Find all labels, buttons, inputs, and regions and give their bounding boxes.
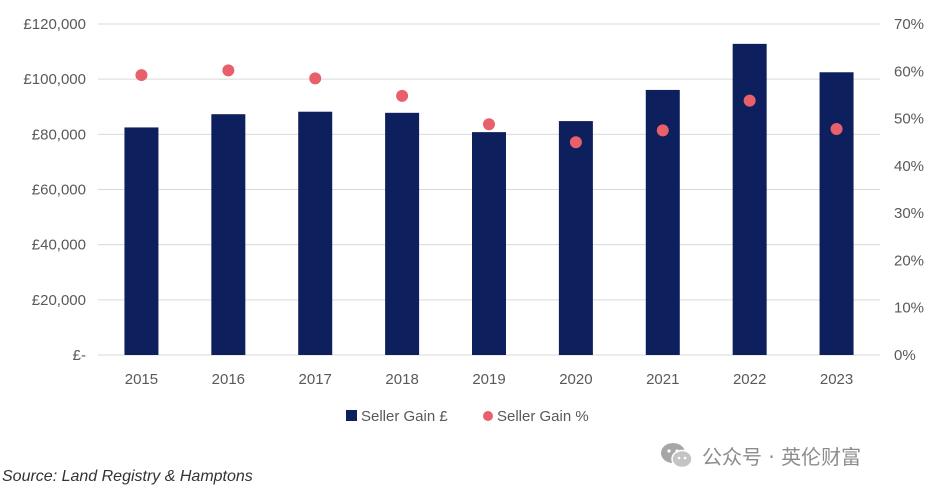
data-point <box>743 94 756 107</box>
data-point <box>569 136 582 149</box>
y-left-tick-label: £- <box>73 347 86 364</box>
legend: Seller Gain £ Seller Gain % <box>346 408 589 425</box>
bar <box>124 127 159 355</box>
y-left-tick-label: £120,000 <box>23 16 86 33</box>
y-right-tick-label: 70% <box>894 16 924 33</box>
bar <box>472 132 506 355</box>
data-point <box>830 122 843 135</box>
data-point <box>309 72 322 85</box>
y-left-tick-label: £60,000 <box>32 182 86 199</box>
y-axis-right: 0% 10% 20% 30% 40% 50% 60% 70% <box>894 16 924 364</box>
y-right-tick-label: 40% <box>894 158 924 175</box>
bar <box>819 72 854 355</box>
chart: £- £20,000 £40,000 £60,000 £80,000 £100,000 £1… <box>23 16 924 425</box>
data-point <box>656 124 669 137</box>
source-note: Source: Land Registry & Hamptons <box>2 468 253 485</box>
x-tick-label: 2023 <box>820 371 853 388</box>
x-tick-label: 2018 <box>385 371 418 388</box>
bar <box>732 43 767 356</box>
data-point <box>396 89 409 102</box>
data-point <box>222 64 235 77</box>
legend-swatch-seller-gain-pct <box>483 411 493 421</box>
legend-label-seller-gain-gbp: Seller Gain £ <box>361 408 448 425</box>
bar-series <box>124 43 854 356</box>
y-right-tick-label: 20% <box>894 252 924 269</box>
y-right-tick-label: 0% <box>894 347 916 364</box>
y-left-tick-label: £100,000 <box>23 71 86 88</box>
x-tick-label: 2017 <box>299 371 332 388</box>
y-right-tick-label: 30% <box>894 205 924 222</box>
x-tick-label: 2019 <box>472 371 505 388</box>
watermark: 公众号 · 英伦财富 <box>660 441 861 470</box>
bar <box>558 121 593 356</box>
data-point <box>483 118 495 131</box>
bar <box>211 114 246 355</box>
x-tick-label: 2022 <box>733 371 766 388</box>
y-left-tick-label: £20,000 <box>32 292 86 309</box>
bar <box>385 112 420 356</box>
y-left-tick-label: £40,000 <box>32 237 86 254</box>
x-tick-label: 2016 <box>212 371 245 388</box>
y-left-tick-label: £80,000 <box>32 126 86 143</box>
bar <box>298 111 333 355</box>
legend-label-seller-gain-pct: Seller Gain % <box>497 408 589 425</box>
x-tick-label: 2020 <box>559 371 592 388</box>
x-axis: 2015 2016 2017 2018 2019 2020 2021 2022 2023 <box>125 371 853 388</box>
x-tick-label: 2015 <box>125 371 158 388</box>
wechat-icon <box>661 442 693 468</box>
legend-swatch-seller-gain-gbp <box>346 410 357 421</box>
dot-series <box>135 64 843 149</box>
y-right-tick-label: 50% <box>894 111 924 128</box>
y-axis-left: £- £20,000 £40,000 £60,000 £80,000 £100,000 £1… <box>23 16 86 364</box>
x-tick-label: 2021 <box>646 371 679 388</box>
watermark-text: 公众号 · 英伦财富 <box>702 445 862 469</box>
y-right-tick-label: 60% <box>894 63 924 80</box>
y-right-tick-label: 10% <box>894 300 924 317</box>
data-point <box>135 69 148 82</box>
